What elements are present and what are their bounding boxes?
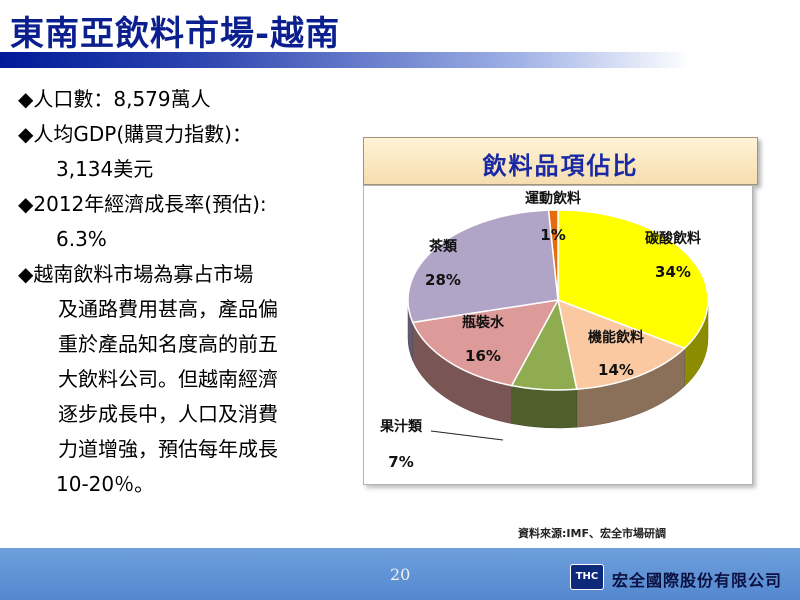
pie-value-label-2: 7%	[388, 453, 413, 471]
bullet-list: ◆人口數：8,579萬人 ◆人均GDP(購買力指數)： 3,134美元 ◆201…	[18, 82, 358, 502]
bullet-growth: ◆2012年經濟成長率(預估):	[18, 192, 267, 216]
page-title: 東南亞飲料市場-越南	[10, 14, 341, 54]
pie-value-label-0: 34%	[655, 263, 691, 281]
pie-slice-3	[411, 299, 560, 387]
pie-label-2: 果汁類	[379, 418, 423, 435]
pie-slice-5	[547, 209, 559, 301]
company-name: 宏全國際股份有限公司	[612, 571, 783, 590]
bullet-market-line-7: 10-20％。	[56, 472, 155, 496]
pie-value-label-1: 14%	[598, 361, 634, 379]
source-note: 資料來源:IMF、宏全市場研調	[518, 527, 666, 540]
pie-label-0: 碳酸飲料	[645, 230, 701, 247]
pie-value-label-3: 16%	[465, 347, 501, 365]
page-number: 20	[390, 565, 411, 584]
pie-slice-1	[556, 298, 687, 391]
chart-title: 飲料品項佔比	[482, 152, 639, 180]
company-logo: THC	[570, 564, 604, 590]
pie-side-2	[511, 385, 578, 429]
bullet-gdp-value: 3,134美元	[56, 157, 154, 181]
bullet-market-line-3: 重於產品知名度高的前五	[58, 332, 278, 356]
bullet-market-line-6: 力道增強，預估每年成長	[58, 437, 278, 461]
bullet-market-line-2: 及通路費用甚高，產品偏	[58, 297, 278, 321]
chart-header: 飲料品項佔比	[363, 137, 758, 185]
pie-value-label-4: 28%	[425, 271, 461, 289]
pie-leader-line-2	[430, 430, 504, 441]
pie-label-1: 機能飲料	[588, 329, 644, 346]
bullet-market-line-5: 逐步成長中，人口及消費	[58, 402, 278, 426]
bullet-population: ◆人口數：8,579萬人	[18, 87, 211, 111]
pie-slice-4	[407, 209, 559, 324]
pie-label-3: 瓶裝水	[462, 314, 505, 331]
bullet-market-line-4: 大飲料公司。但越南經濟	[58, 367, 278, 391]
bullet-growth-value: 6.3%	[56, 227, 107, 251]
pie-value-label-5: 1%	[540, 226, 565, 244]
footer-bar	[0, 548, 800, 600]
pie-chart: 碳酸飲料 34% 機能飲料 14% 果汁類 7% 瓶裝水 16% 茶類 28% 運動飲料 1%	[379, 190, 709, 471]
pie-label-5: 運動飲料	[525, 190, 581, 207]
title-underline-bar	[0, 52, 690, 68]
bullet-gdp: ◆人均GDP(購買力指數)：	[18, 122, 252, 146]
bullet-market: ◆越南飲料市場為寡占市場	[18, 262, 254, 286]
pie-label-4: 茶類	[428, 238, 458, 255]
